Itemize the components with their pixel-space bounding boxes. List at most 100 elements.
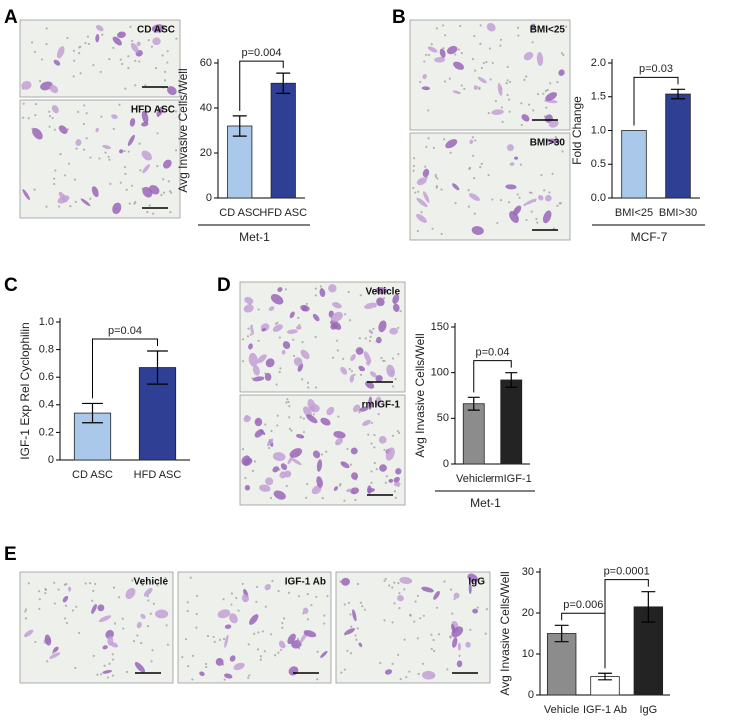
cell	[32, 127, 43, 140]
pore	[457, 48, 460, 51]
panel-letter: C	[4, 275, 18, 296]
y-tick-label: 20	[200, 147, 212, 159]
cell	[102, 669, 112, 674]
pore	[271, 579, 274, 583]
pore	[247, 643, 250, 646]
pore	[286, 398, 289, 401]
pore	[144, 84, 147, 87]
pore	[22, 116, 25, 119]
pore	[499, 198, 503, 202]
pore	[127, 150, 130, 153]
pore	[370, 421, 374, 424]
cell	[349, 374, 355, 383]
bar	[546, 633, 577, 696]
cell	[523, 51, 534, 61]
pore	[246, 335, 250, 338]
pore	[100, 115, 103, 118]
pore	[82, 122, 85, 126]
pore	[205, 665, 208, 669]
pore	[241, 360, 245, 363]
cell	[379, 464, 387, 472]
pore	[373, 433, 376, 437]
micrograph-background	[409, 19, 571, 131]
pore	[146, 625, 150, 628]
pore	[397, 326, 400, 329]
pore	[519, 163, 523, 166]
pore	[535, 217, 538, 220]
y-tick-label: 0	[206, 192, 212, 204]
error-bar	[147, 350, 168, 385]
cell	[355, 347, 364, 355]
pore	[108, 158, 111, 161]
cell	[506, 144, 514, 152]
y-tick-label: 60	[200, 57, 212, 69]
pore	[108, 662, 111, 665]
micrograph: BMI<25	[409, 19, 571, 131]
pore	[124, 172, 127, 175]
cell	[51, 105, 59, 114]
pore	[314, 294, 317, 297]
cell	[320, 417, 331, 426]
pore	[111, 658, 115, 661]
pore	[436, 177, 439, 180]
cell	[244, 296, 254, 305]
pore	[314, 335, 317, 339]
error-bar	[554, 624, 569, 643]
pore	[370, 481, 373, 484]
pore	[391, 662, 394, 665]
pore	[482, 62, 485, 65]
pore	[460, 52, 463, 55]
pore	[375, 468, 378, 471]
cell	[497, 83, 503, 96]
cell	[513, 205, 522, 216]
pore	[448, 77, 451, 80]
pore	[156, 164, 159, 168]
cell	[142, 186, 153, 198]
pore	[63, 174, 67, 177]
cell	[112, 36, 122, 46]
p-value: p=0.04	[476, 347, 510, 359]
pore	[323, 614, 326, 617]
cell	[375, 375, 383, 383]
pore	[277, 651, 280, 654]
y-tick-label: 10	[522, 648, 534, 660]
cell	[265, 358, 275, 368]
pore	[235, 596, 238, 600]
pore	[394, 496, 397, 499]
pore	[323, 622, 326, 625]
pore	[184, 638, 188, 641]
pore	[89, 581, 92, 585]
pore	[449, 636, 452, 639]
cell	[389, 327, 399, 335]
pore	[316, 678, 319, 681]
pore	[119, 58, 122, 61]
pore	[370, 442, 373, 445]
pore	[279, 648, 283, 651]
pore	[112, 46, 115, 49]
cell	[156, 106, 164, 117]
pore	[107, 155, 110, 158]
pore	[112, 127, 115, 131]
pore	[89, 156, 92, 159]
cell	[215, 657, 224, 666]
pore	[560, 52, 564, 55]
error-bar	[82, 402, 103, 424]
pore	[399, 310, 402, 313]
cell	[341, 577, 350, 586]
x-tick-label: Vehicle	[544, 704, 579, 716]
cell	[320, 650, 328, 658]
cell	[125, 587, 136, 600]
pore	[84, 42, 87, 45]
pore	[132, 639, 136, 643]
pore	[437, 633, 441, 636]
pore	[551, 172, 554, 175]
pore	[57, 205, 61, 208]
pore	[138, 142, 141, 145]
cell	[224, 624, 232, 629]
pore	[65, 583, 68, 586]
pore	[91, 599, 94, 602]
pore	[530, 210, 533, 213]
pore	[288, 405, 291, 408]
micrograph: Vehicle	[19, 571, 174, 684]
pore	[84, 582, 87, 585]
